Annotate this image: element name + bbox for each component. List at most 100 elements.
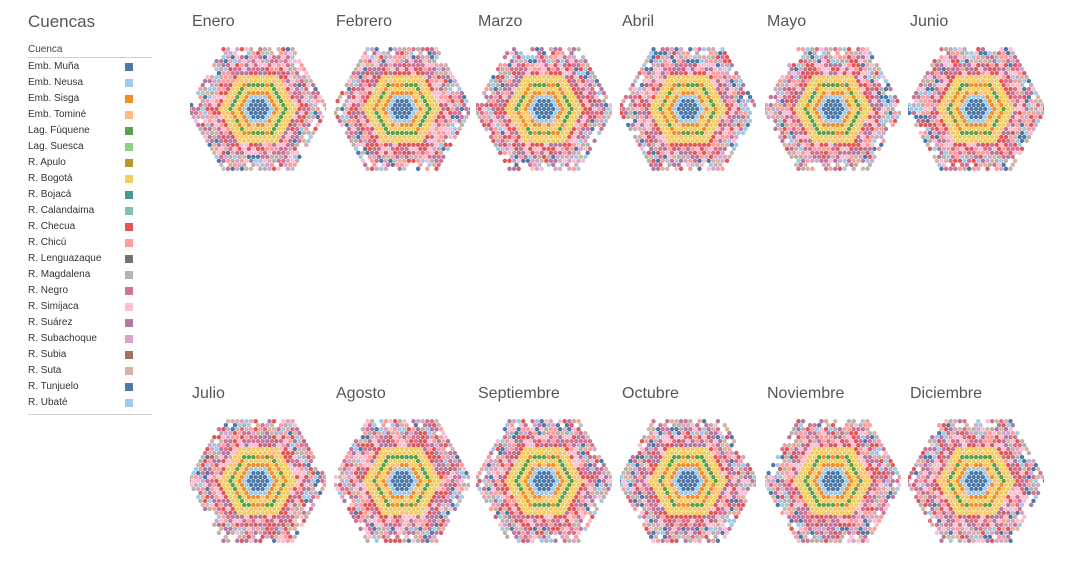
data-dot[interactable]	[941, 130, 946, 136]
data-dot[interactable]	[219, 454, 224, 460]
data-dot[interactable]	[253, 490, 258, 496]
data-dot[interactable]	[731, 82, 737, 88]
data-dot[interactable]	[344, 130, 349, 136]
data-dot[interactable]	[212, 102, 217, 108]
data-dot[interactable]	[200, 494, 205, 500]
data-dot[interactable]	[221, 474, 226, 480]
data-dot[interactable]	[704, 82, 709, 88]
data-dot[interactable]	[738, 110, 744, 116]
data-dot[interactable]	[644, 122, 649, 128]
data-dot[interactable]	[404, 114, 409, 120]
data-dot[interactable]	[251, 502, 256, 508]
data-dot[interactable]	[265, 462, 270, 468]
data-dot[interactable]	[246, 66, 251, 72]
data-dot[interactable]	[828, 94, 833, 100]
data-dot[interactable]	[1029, 106, 1034, 112]
data-dot[interactable]	[994, 158, 999, 163]
data-dot[interactable]	[372, 59, 377, 64]
data-dot[interactable]	[888, 118, 893, 124]
data-dot[interactable]	[830, 146, 836, 152]
data-dot[interactable]	[964, 146, 969, 152]
data-dot[interactable]	[1026, 94, 1032, 100]
data-dot[interactable]	[219, 494, 224, 500]
legend-item[interactable]: R. Bogotá	[28, 171, 152, 187]
data-dot[interactable]	[281, 55, 286, 60]
data-dot[interactable]	[729, 78, 734, 84]
data-dot[interactable]	[530, 78, 535, 84]
data-dot[interactable]	[608, 110, 613, 116]
data-dot[interactable]	[397, 142, 402, 148]
data-dot[interactable]	[999, 102, 1004, 108]
data-dot[interactable]	[1026, 126, 1032, 132]
data-dot[interactable]	[457, 102, 462, 108]
data-dot[interactable]	[807, 106, 813, 112]
data-dot[interactable]	[745, 98, 750, 104]
data-dot[interactable]	[1024, 138, 1029, 144]
data-dot[interactable]	[502, 55, 508, 60]
data-dot[interactable]	[534, 150, 540, 156]
data-dot[interactable]	[228, 106, 233, 112]
data-dot[interactable]	[239, 419, 245, 424]
data-dot[interactable]	[342, 474, 347, 480]
data-dot[interactable]	[290, 55, 295, 60]
data-dot[interactable]	[251, 130, 256, 136]
data-dot[interactable]	[869, 118, 875, 124]
data-dot[interactable]	[943, 94, 949, 100]
data-dot[interactable]	[267, 102, 272, 108]
data-dot[interactable]	[395, 138, 400, 144]
data-dot[interactable]	[237, 66, 242, 72]
data-dot[interactable]	[937, 122, 942, 128]
data-dot[interactable]	[356, 466, 361, 472]
data-dot[interactable]	[576, 78, 581, 84]
data-dot[interactable]	[283, 162, 288, 167]
data-dot[interactable]	[365, 126, 370, 132]
data-dot[interactable]	[564, 59, 570, 64]
data-dot[interactable]	[390, 130, 395, 136]
data-dot[interactable]	[976, 70, 981, 76]
data-dot[interactable]	[311, 502, 316, 508]
data-dot[interactable]	[334, 474, 338, 480]
data-dot[interactable]	[514, 130, 519, 136]
data-dot[interactable]	[964, 82, 969, 88]
data-dot[interactable]	[635, 98, 640, 104]
data-dot[interactable]	[402, 102, 407, 108]
data-dot[interactable]	[918, 106, 923, 112]
data-dot[interactable]	[794, 130, 799, 136]
data-dot[interactable]	[255, 470, 261, 476]
data-dot[interactable]	[265, 502, 270, 508]
data-dot[interactable]	[667, 98, 672, 104]
data-dot[interactable]	[530, 126, 535, 132]
data-dot[interactable]	[294, 474, 300, 480]
data-dot[interactable]	[367, 66, 372, 72]
data-dot[interactable]	[860, 110, 866, 116]
data-dot[interactable]	[246, 526, 251, 531]
data-dot[interactable]	[413, 114, 418, 120]
data-dot[interactable]	[960, 162, 965, 167]
data-dot[interactable]	[911, 102, 917, 108]
data-dot[interactable]	[953, 47, 958, 52]
data-dot[interactable]	[810, 166, 815, 171]
data-dot[interactable]	[805, 102, 810, 108]
data-dot[interactable]	[335, 106, 340, 112]
data-dot[interactable]	[507, 150, 512, 156]
data-dot[interactable]	[853, 130, 859, 136]
data-dot[interactable]	[427, 146, 432, 152]
data-dot[interactable]	[853, 66, 859, 72]
legend-item[interactable]: Emb. Muña	[28, 59, 152, 75]
data-dot[interactable]	[276, 442, 281, 448]
data-dot[interactable]	[376, 106, 382, 112]
data-dot[interactable]	[718, 146, 723, 152]
data-dot[interactable]	[219, 154, 224, 159]
data-dot[interactable]	[290, 86, 295, 92]
data-dot[interactable]	[281, 482, 286, 488]
data-dot[interactable]	[242, 66, 247, 72]
data-dot[interactable]	[676, 98, 681, 104]
data-dot[interactable]	[943, 118, 949, 124]
data-dot[interactable]	[337, 482, 343, 488]
data-dot[interactable]	[516, 62, 521, 68]
data-dot[interactable]	[237, 518, 242, 524]
data-dot[interactable]	[397, 47, 402, 52]
data-dot[interactable]	[655, 94, 661, 100]
data-dot[interactable]	[557, 110, 563, 116]
data-dot[interactable]	[511, 86, 517, 92]
